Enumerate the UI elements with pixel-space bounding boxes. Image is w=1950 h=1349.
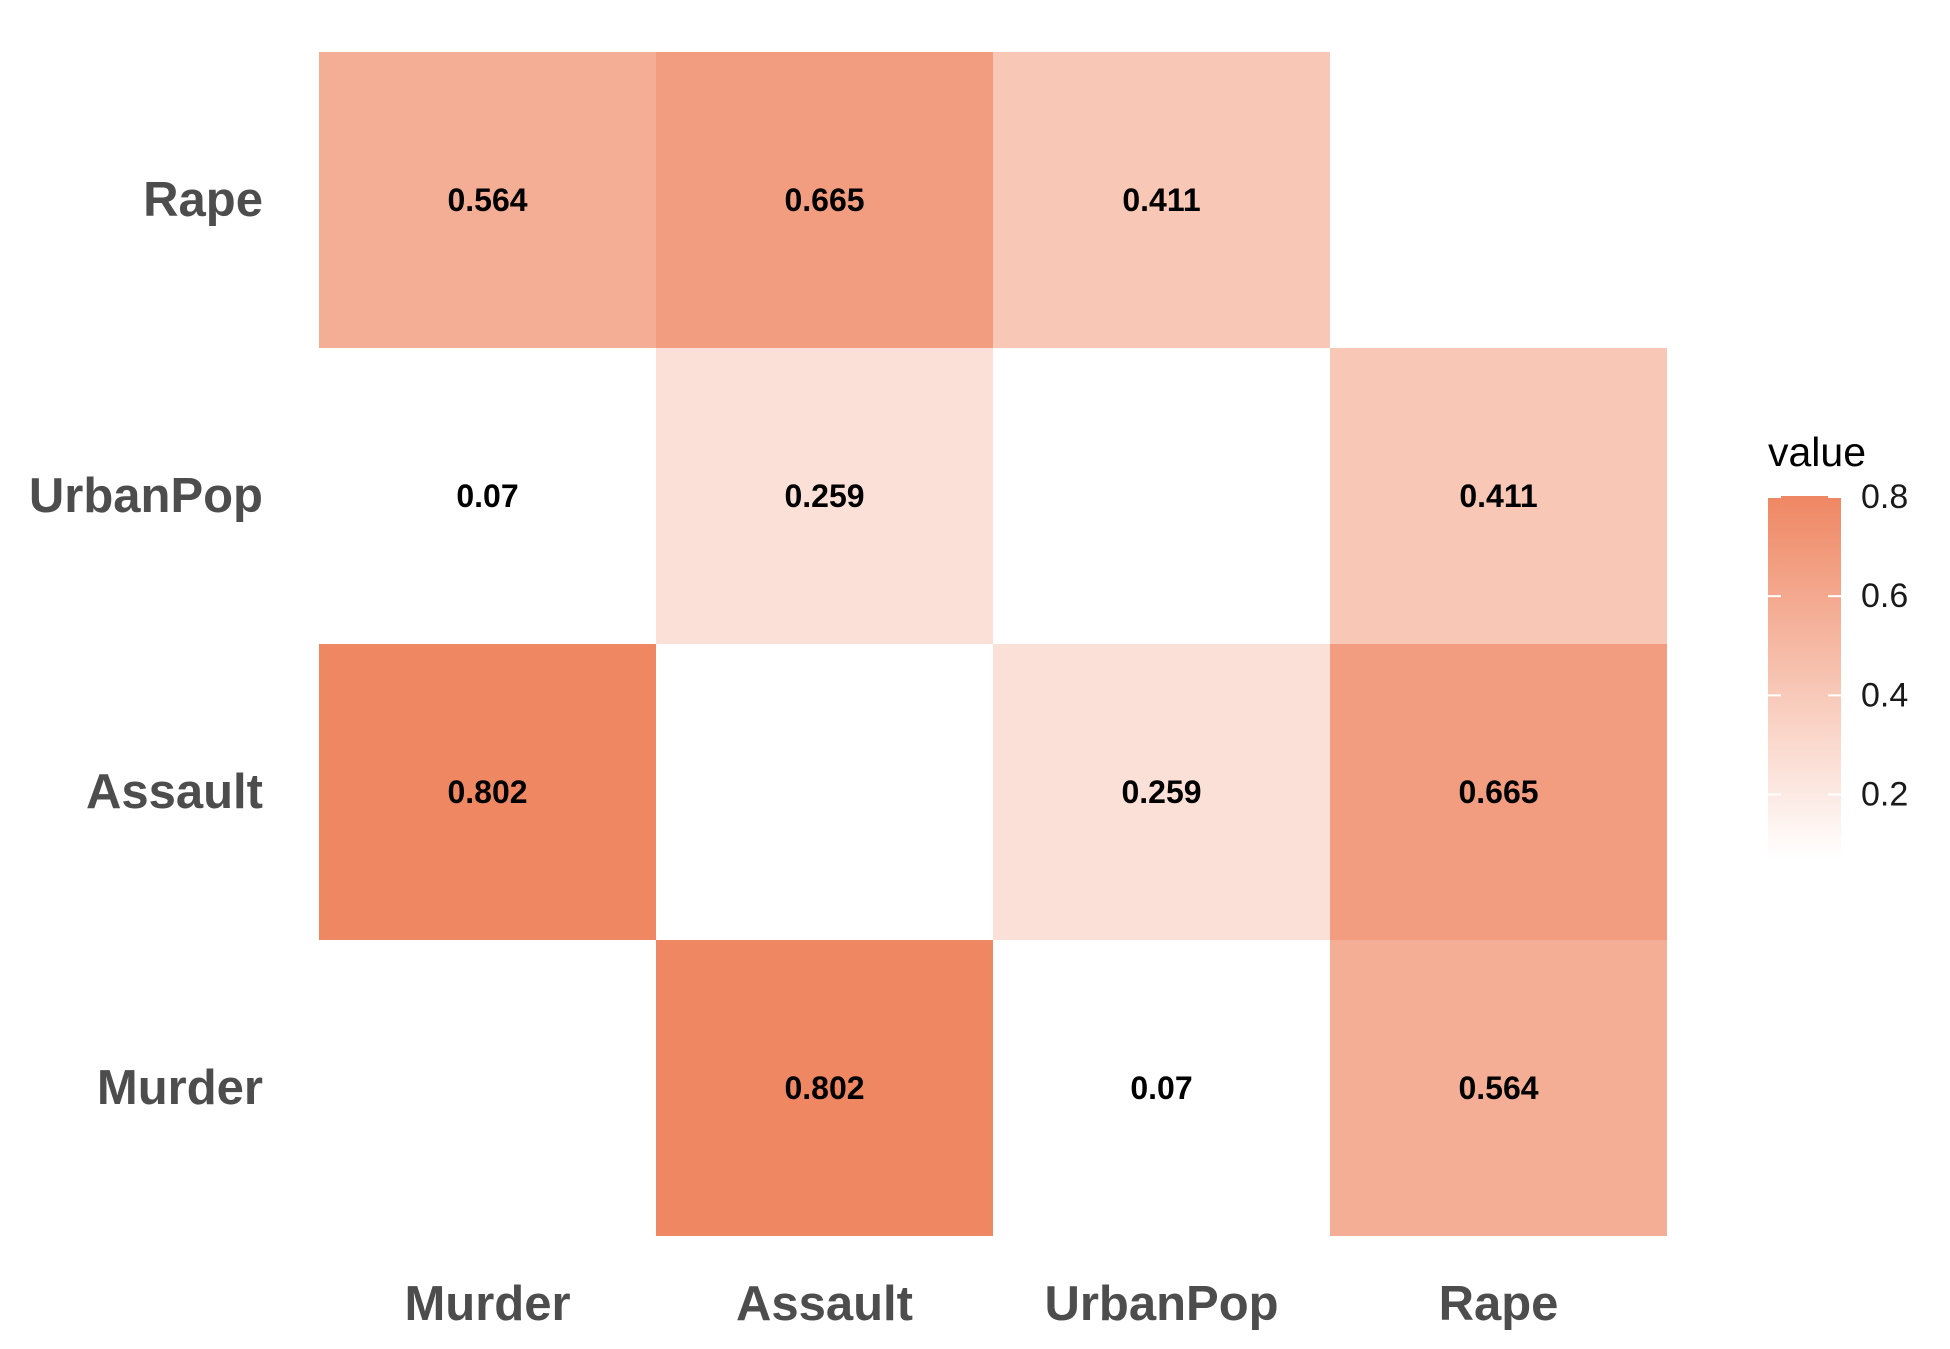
legend-tick-label: 0.2 <box>1861 776 1908 814</box>
heatmap-cell <box>319 348 656 644</box>
legend-tick-label: 0.4 <box>1861 676 1908 714</box>
heatmap-cell <box>656 348 993 644</box>
legend-tick-label: 0.8 <box>1861 478 1908 516</box>
heatmap-cell <box>656 940 993 1236</box>
cell-value-label: 0.564 <box>447 182 527 218</box>
x-tick-label: Murder <box>404 1277 570 1331</box>
cell-value-label: 0.802 <box>784 1070 864 1106</box>
x-tick-label: Rape <box>1439 1277 1559 1331</box>
x-tick-label: Assault <box>736 1277 913 1331</box>
heatmap-cell <box>1330 644 1667 940</box>
cell-value-label: 0.259 <box>1121 774 1201 810</box>
legend-tick-label: 0.6 <box>1861 577 1908 615</box>
cell-value-label: 0.411 <box>1122 182 1200 218</box>
y-tick-label: UrbanPop <box>29 469 263 523</box>
heatmap-cell <box>319 52 656 348</box>
heatmap-cell <box>319 644 656 940</box>
legend-colorbar <box>1768 496 1841 859</box>
y-axis: Murder Assault UrbanPop Rape <box>29 173 263 1115</box>
heatmap-cell <box>1330 940 1667 1236</box>
cell-value-label: 0.07 <box>1130 1070 1192 1106</box>
heatmap-cell <box>1330 348 1667 644</box>
cell-value-label: 0.259 <box>784 478 864 514</box>
legend-title: value <box>1768 429 1866 475</box>
y-tick-label: Rape <box>143 173 263 227</box>
cell-value-label: 0.07 <box>456 478 518 514</box>
legend-ticks: 0.8 0.6 0.4 0.2 <box>1768 478 1908 814</box>
legend: value 0.8 0.6 0.4 0.2 <box>1768 429 1908 859</box>
heatmap-cell-labels: 0.564 0.665 0.411 0.07 0.259 0.411 0.802 0.259 0… <box>447 182 1538 1106</box>
cell-value-label: 0.564 <box>1458 1070 1538 1106</box>
heatmap-cell <box>656 52 993 348</box>
cell-value-label: 0.665 <box>784 182 864 218</box>
heatmap-cell <box>993 52 1330 348</box>
x-axis: Murder Assault UrbanPop Rape <box>404 1277 1558 1331</box>
cell-value-label: 0.411 <box>1459 478 1537 514</box>
y-tick-label: Assault <box>86 765 263 819</box>
x-tick-label: UrbanPop <box>1044 1277 1278 1331</box>
cell-value-label: 0.665 <box>1458 774 1538 810</box>
y-tick-label: Murder <box>97 1061 263 1115</box>
heatmap-cell <box>993 940 1330 1236</box>
cell-value-label: 0.802 <box>447 774 527 810</box>
heatmap-cells <box>319 52 1667 1236</box>
heatmap-cell <box>993 644 1330 940</box>
